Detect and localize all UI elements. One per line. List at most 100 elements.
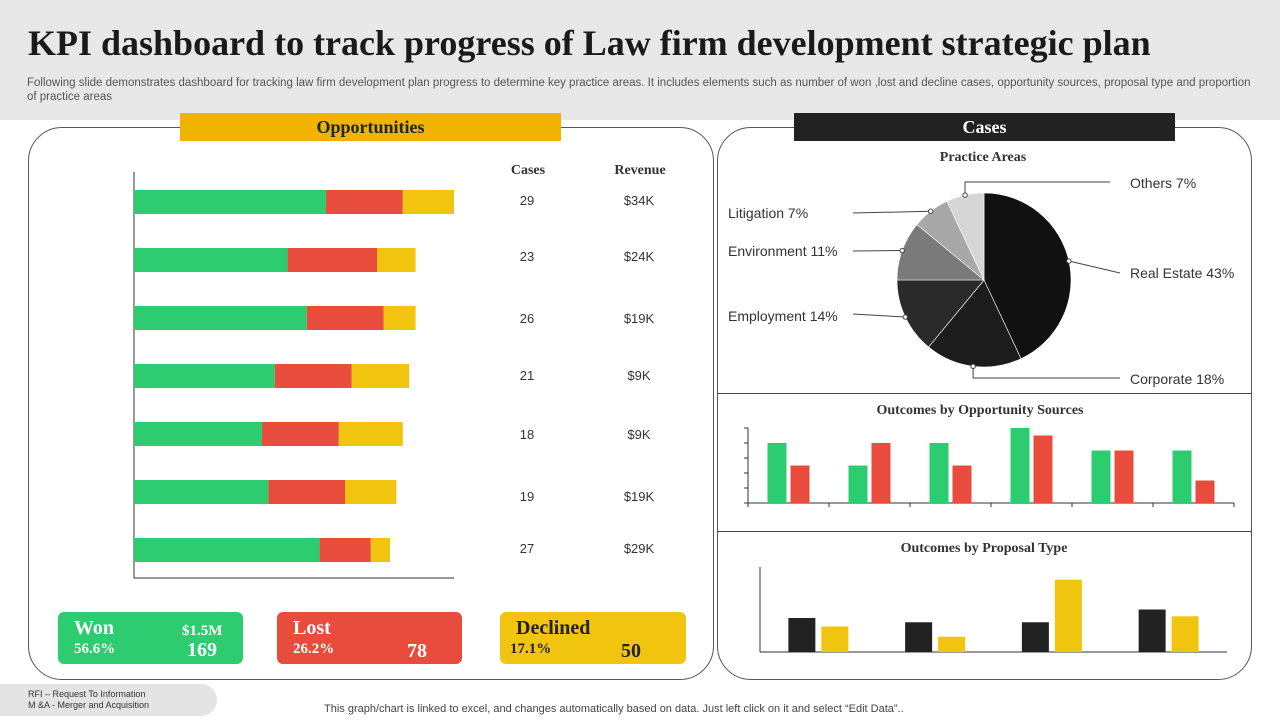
row-2-cases: 23 xyxy=(519,249,535,264)
row-6-cases: 19 xyxy=(519,489,535,504)
row-1-cases: 29 xyxy=(519,193,535,208)
row-3-cases: 26 xyxy=(519,311,535,326)
pie-leader-employment xyxy=(852,313,906,318)
won-percent: 56.6% xyxy=(74,641,116,657)
row-4-revenue: $9K xyxy=(627,368,651,383)
sources-bar-won-2 xyxy=(848,465,868,503)
won-label: Won xyxy=(74,617,115,639)
hbar-declined-3 xyxy=(383,306,416,330)
lost-count: 78 xyxy=(407,640,427,662)
pie-label-litigation: Litigation 7% xyxy=(728,205,809,221)
row-2-revenue: $24K xyxy=(623,249,655,264)
row-5-revenue: $9K xyxy=(627,427,651,442)
cases-title: Cases xyxy=(794,113,1175,141)
proposal-bar-2-1 xyxy=(821,626,849,652)
proposal-bar-1-2 xyxy=(905,622,933,652)
divider-2 xyxy=(718,531,1251,532)
pie-anchor-employment xyxy=(902,314,908,320)
pie-anchor-litigation xyxy=(927,208,934,214)
page-title: KPI dashboard to track progress of Law f… xyxy=(28,23,1151,63)
page-subtitle: Following slide demonstrates dashboard f… xyxy=(27,77,1251,103)
sources-bar-lost-4 xyxy=(1033,435,1053,503)
pie-anchor-environment xyxy=(899,247,905,254)
proposal-bar-1-3 xyxy=(1021,622,1049,652)
row-1-revenue: $34K xyxy=(623,193,655,208)
hbar-declined-1 xyxy=(402,190,454,214)
hbar-won-4 xyxy=(134,364,275,388)
row-6-revenue: $19K xyxy=(623,489,655,504)
proposal-bar-1-4 xyxy=(1138,609,1166,652)
hbar-lost-7 xyxy=(319,538,371,562)
proposal-bar-2-2 xyxy=(938,636,966,652)
sources-bar-won-5 xyxy=(1091,450,1111,503)
abbreviations-note: RFI – Request To Information M &A - Merg… xyxy=(0,684,217,716)
sources-bar-lost-1 xyxy=(790,465,810,503)
hbar-lost-2 xyxy=(287,248,378,272)
proposal-bar-2-4 xyxy=(1171,616,1199,652)
declined-label: Declined xyxy=(516,617,591,639)
abbrev-ma: M &A - Merger and Acquisition xyxy=(28,700,150,710)
opportunity-sources-title: Outcomes by Opportunity Sources xyxy=(876,403,1084,418)
pie-anchor-corporate xyxy=(970,363,976,370)
opportunity-sources-bar-chart xyxy=(744,427,1235,507)
sources-bar-lost-2 xyxy=(871,443,891,503)
pie-label-real-estate: Real Estate 43% xyxy=(1130,265,1235,281)
sources-bar-won-6 xyxy=(1172,450,1192,503)
hbar-lost-1 xyxy=(326,190,403,214)
pie-leader-others xyxy=(964,181,1110,196)
hbar-declined-5 xyxy=(338,422,403,446)
hbar-won-1 xyxy=(134,190,326,214)
pie-label-employment: Employment 14% xyxy=(728,308,838,324)
cases-column-header: Cases xyxy=(510,163,546,178)
row-7-revenue: $29K xyxy=(623,541,655,556)
header-band: KPI dashboard to track progress of Law f… xyxy=(0,0,1280,120)
sources-bar-won-1 xyxy=(767,443,787,503)
won-stat-card: Won 56.6% $1.5M 169 xyxy=(58,612,243,664)
hbar-won-7 xyxy=(134,538,320,562)
hbar-won-2 xyxy=(134,248,288,272)
sources-bar-lost-5 xyxy=(1114,450,1134,503)
pie-anchor-others xyxy=(962,192,968,198)
pie-leader-corporate xyxy=(972,366,1120,379)
pie-label-corporate: Corporate 18% xyxy=(1130,371,1225,387)
declined-percent: 17.1% xyxy=(510,641,552,657)
opportunities-title: Opportunities xyxy=(180,113,561,141)
row-5-cases: 18 xyxy=(519,427,535,442)
proposal-type-bar-chart xyxy=(759,567,1227,653)
proposal-bar-2-3 xyxy=(1054,579,1082,652)
hbar-declined-6 xyxy=(345,480,397,504)
hbar-lost-4 xyxy=(274,364,352,388)
sources-bar-won-4 xyxy=(1010,428,1030,503)
hbar-lost-5 xyxy=(262,422,339,446)
sources-bar-won-3 xyxy=(929,443,949,503)
sources-bar-lost-3 xyxy=(952,465,972,503)
abbrev-rfi: RFI – Request To Information xyxy=(28,689,146,699)
won-amount: $1.5M xyxy=(182,623,223,639)
hbar-declined-7 xyxy=(370,538,390,562)
proposal-bar-1-1 xyxy=(788,618,816,652)
hbar-won-3 xyxy=(134,306,307,330)
won-count: 169 xyxy=(187,639,217,661)
pie-leader-real-estate xyxy=(1068,260,1121,274)
pie-leader-litigation xyxy=(852,210,931,214)
divider-1 xyxy=(718,393,1251,394)
row-3-revenue: $19K xyxy=(623,311,655,326)
lost-label: Lost xyxy=(293,617,331,639)
hbar-lost-6 xyxy=(268,480,346,504)
pie-label-environment: Environment 11% xyxy=(728,243,838,259)
row-4-cases: 21 xyxy=(519,368,535,383)
row-7-cases: 27 xyxy=(519,541,535,556)
sources-bar-lost-6 xyxy=(1195,480,1215,503)
declined-count: 50 xyxy=(621,640,641,662)
hbar-won-5 xyxy=(134,422,262,446)
hbar-declined-2 xyxy=(377,248,416,272)
lost-stat-card: Lost 26.2% 78 xyxy=(277,612,462,664)
pie-anchor-real-estate xyxy=(1066,258,1072,264)
declined-stat-card: Declined 17.1% 50 xyxy=(500,612,686,664)
proposal-type-title: Outcomes by Proposal Type xyxy=(900,541,1068,556)
hbar-won-6 xyxy=(134,480,269,504)
hbar-lost-3 xyxy=(306,306,384,330)
hbar-declined-4 xyxy=(351,364,410,388)
lost-percent: 26.2% xyxy=(293,641,335,657)
